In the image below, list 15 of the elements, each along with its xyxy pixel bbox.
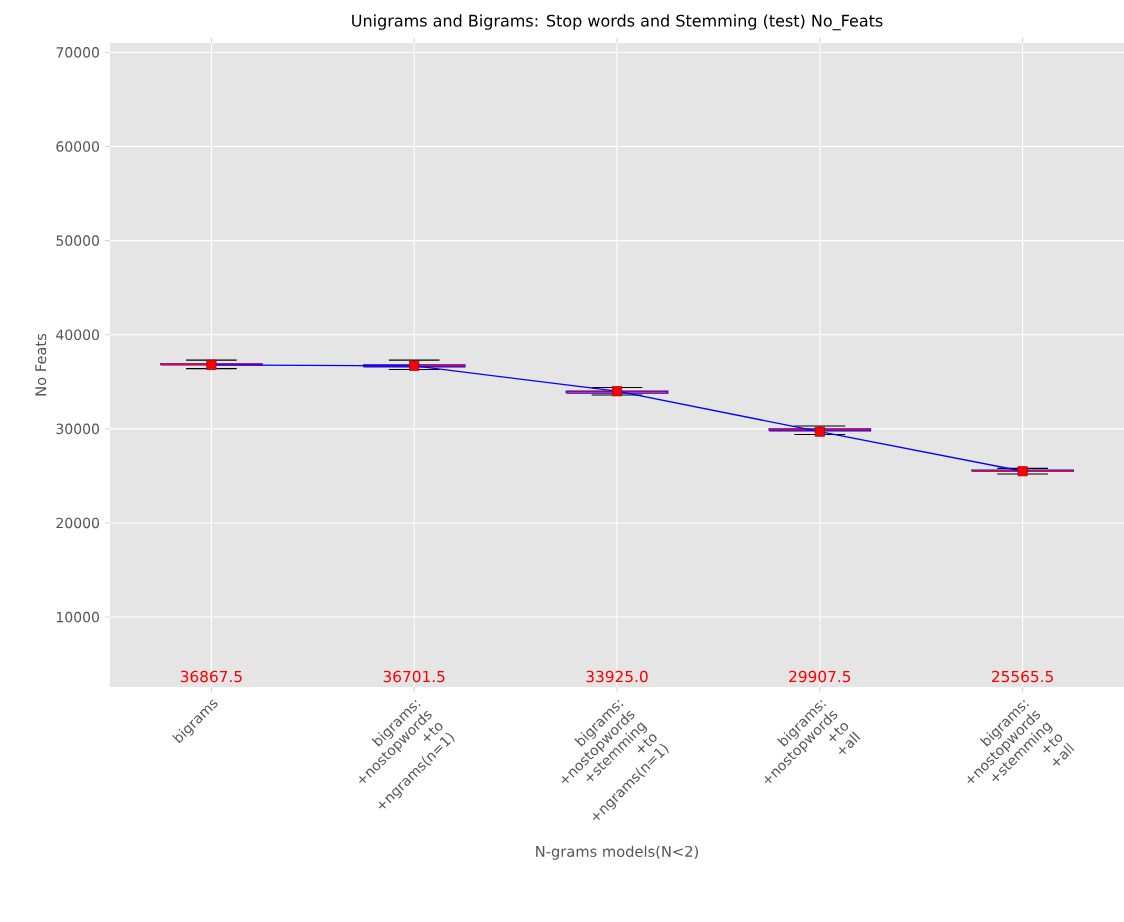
x-axis-title: N-grams models(N<2): [536, 845, 698, 860]
y-tick-label: 60000: [56, 141, 100, 152]
y-tick-label: 30000: [56, 423, 100, 435]
annotation: 36867.5: [180, 670, 242, 683]
y-tick-label: 20000: [56, 517, 100, 529]
annotation: 25565.5: [992, 670, 1053, 683]
annotation: 36701.5: [383, 670, 445, 683]
chart-title: Unigrams and Bigrams: Stop words and Stemming (test) No_Feats: [352, 14, 883, 31]
y-tick-label: 40000: [56, 329, 100, 341]
y-tick-label: 10000: [56, 611, 100, 623]
y-tick-label: 70000: [56, 47, 100, 58]
y-tick-label: 50000: [56, 235, 100, 246]
annotation: 29907.5: [789, 670, 851, 683]
y-axis-title: No Feats: [35, 333, 47, 396]
annotation: 33925.0: [586, 670, 648, 683]
